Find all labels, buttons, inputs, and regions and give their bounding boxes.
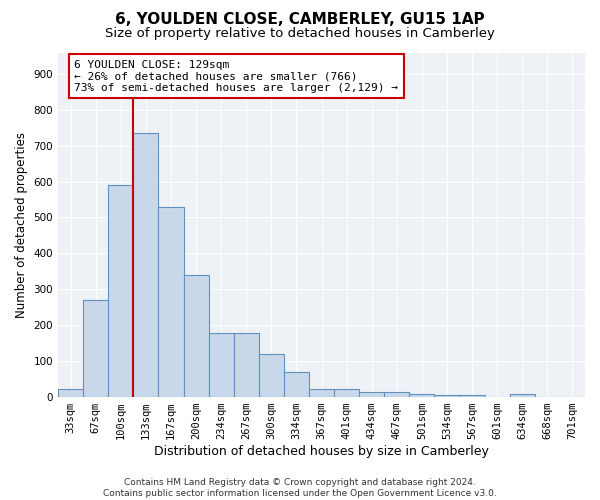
Bar bbox=[409, 394, 434, 396]
Bar bbox=[309, 388, 334, 396]
Bar bbox=[133, 133, 158, 396]
Bar bbox=[259, 354, 284, 397]
Bar bbox=[359, 392, 384, 396]
Y-axis label: Number of detached properties: Number of detached properties bbox=[15, 132, 28, 318]
Bar bbox=[83, 300, 108, 396]
Bar bbox=[384, 392, 409, 396]
Bar bbox=[233, 333, 259, 396]
Bar bbox=[334, 388, 359, 396]
X-axis label: Distribution of detached houses by size in Camberley: Distribution of detached houses by size … bbox=[154, 444, 489, 458]
Text: Contains HM Land Registry data © Crown copyright and database right 2024.
Contai: Contains HM Land Registry data © Crown c… bbox=[103, 478, 497, 498]
Text: 6, YOULDEN CLOSE, CAMBERLEY, GU15 1AP: 6, YOULDEN CLOSE, CAMBERLEY, GU15 1AP bbox=[115, 12, 485, 28]
Text: 6 YOULDEN CLOSE: 129sqm
← 26% of detached houses are smaller (766)
73% of semi-d: 6 YOULDEN CLOSE: 129sqm ← 26% of detache… bbox=[74, 60, 398, 93]
Text: Size of property relative to detached houses in Camberley: Size of property relative to detached ho… bbox=[105, 28, 495, 40]
Bar bbox=[108, 185, 133, 396]
Bar bbox=[184, 276, 209, 396]
Bar bbox=[284, 372, 309, 396]
Bar bbox=[158, 206, 184, 396]
Bar bbox=[58, 388, 83, 396]
Bar bbox=[434, 395, 460, 396]
Bar bbox=[460, 395, 485, 396]
Bar bbox=[209, 333, 233, 396]
Bar bbox=[510, 394, 535, 396]
